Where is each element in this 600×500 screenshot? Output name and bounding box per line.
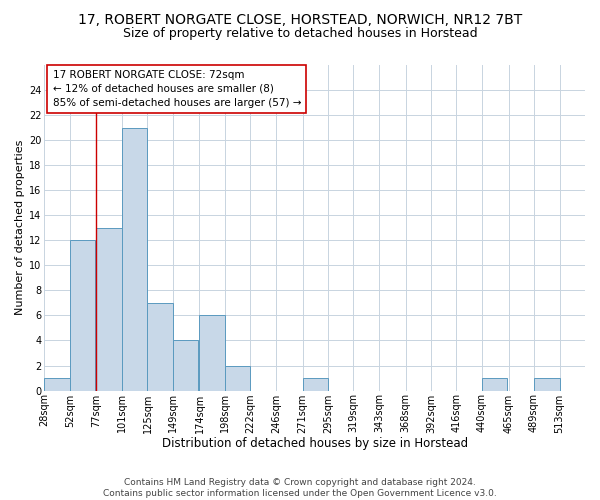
Text: Contains HM Land Registry data © Crown copyright and database right 2024.
Contai: Contains HM Land Registry data © Crown c… [103, 478, 497, 498]
Bar [173, 340, 199, 390]
Bar [70, 240, 95, 390]
Text: 17, ROBERT NORGATE CLOSE, HORSTEAD, NORWICH, NR12 7BT: 17, ROBERT NORGATE CLOSE, HORSTEAD, NORW… [78, 12, 522, 26]
Text: Size of property relative to detached houses in Horstead: Size of property relative to detached ho… [122, 28, 478, 40]
Y-axis label: Number of detached properties: Number of detached properties [15, 140, 25, 316]
Text: 17 ROBERT NORGATE CLOSE: 72sqm
← 12% of detached houses are smaller (8)
85% of s: 17 ROBERT NORGATE CLOSE: 72sqm ← 12% of … [53, 70, 301, 108]
Bar [225, 366, 250, 390]
Bar [534, 378, 560, 390]
Bar [44, 378, 70, 390]
Bar [97, 228, 122, 390]
Bar [302, 378, 328, 390]
X-axis label: Distribution of detached houses by size in Horstead: Distribution of detached houses by size … [161, 437, 468, 450]
Bar [148, 303, 173, 390]
Bar [482, 378, 508, 390]
Bar [122, 128, 148, 390]
Bar [199, 316, 225, 390]
